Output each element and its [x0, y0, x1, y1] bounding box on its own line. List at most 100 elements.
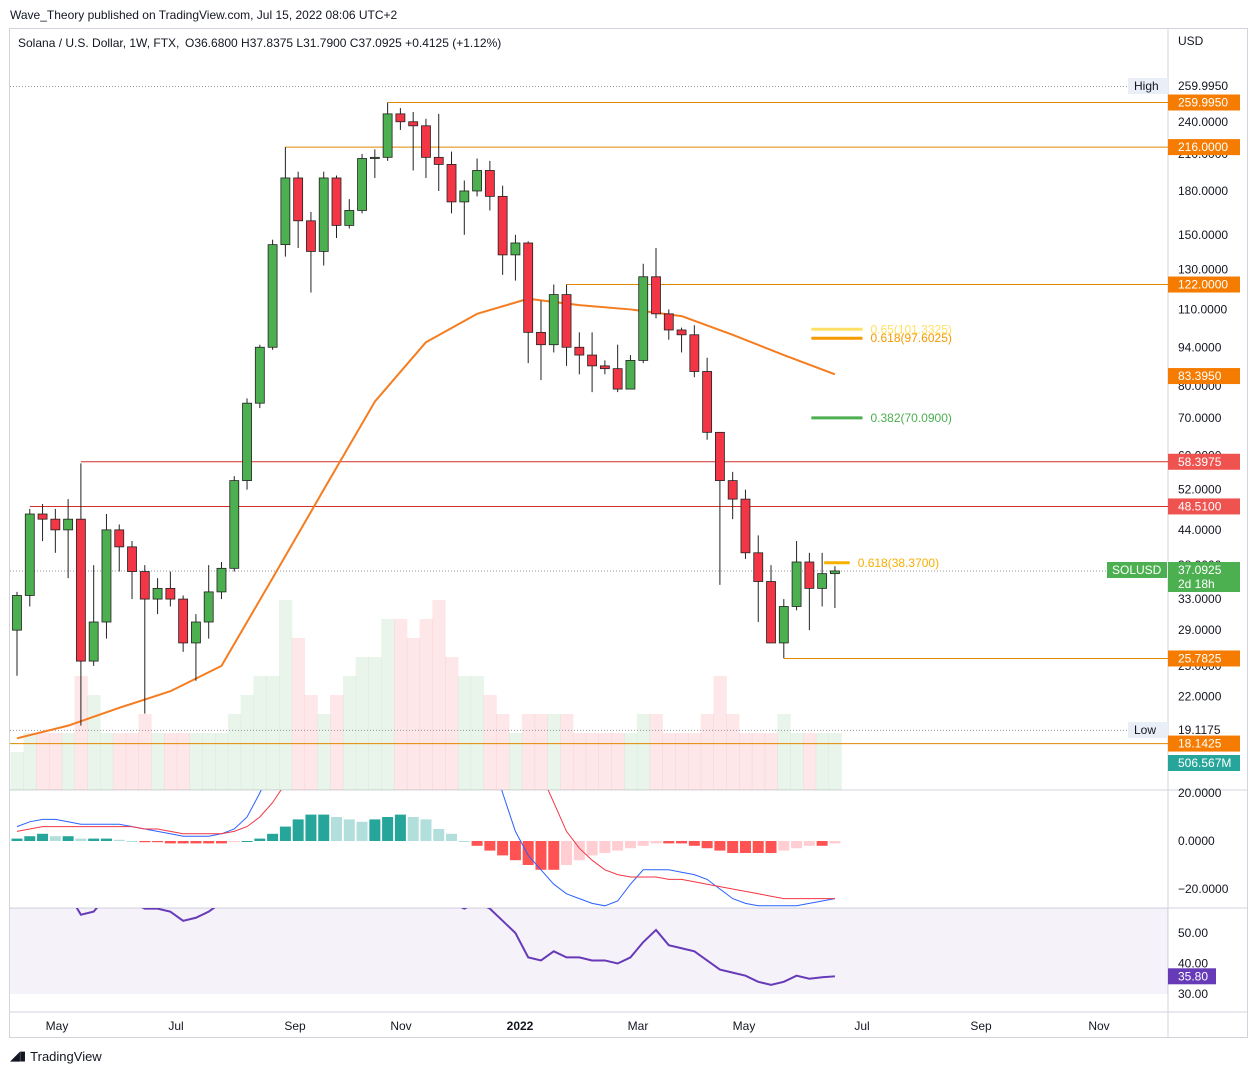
candle-body	[152, 587, 163, 600]
candle-body	[139, 571, 150, 600]
candle	[561, 284, 572, 366]
candle-body	[587, 354, 597, 367]
candle-body	[37, 513, 48, 520]
macd-signal-line	[16, 790, 835, 900]
macd-histogram-bar	[343, 819, 355, 841]
candle-body	[446, 164, 457, 203]
candle-body	[472, 170, 482, 192]
volume-bar	[48, 733, 63, 790]
macd-histogram-bar	[49, 836, 61, 841]
volume-bar	[675, 733, 689, 790]
volume-bar	[547, 714, 561, 790]
candle	[267, 239, 278, 350]
candle-body	[24, 513, 35, 596]
volume-bar	[138, 714, 152, 790]
macd-histogram-bar	[727, 841, 739, 853]
candle-body	[114, 529, 125, 548]
candle	[599, 360, 610, 375]
volume-bar	[112, 733, 127, 790]
volume-bar	[560, 714, 574, 790]
candle	[12, 591, 22, 676]
macd-histogram-bar	[152, 841, 164, 843]
macd-histogram-bar	[382, 817, 394, 841]
published-caption: Wave_Theory published on TradingView.com…	[10, 8, 398, 22]
candle-body	[306, 220, 316, 252]
brand-name: TradingView	[30, 1048, 102, 1064]
candle-body	[331, 177, 342, 226]
high-label-box	[1128, 78, 1168, 94]
candle-body	[459, 190, 470, 203]
candle-body	[727, 480, 738, 500]
macd-histogram-bar	[599, 841, 611, 853]
candle-body	[523, 242, 534, 333]
currency-label: USD	[1178, 34, 1204, 48]
candle	[727, 471, 738, 520]
time-tick-label: Jul	[168, 1019, 183, 1033]
candle	[484, 160, 495, 211]
time-tick-label: Sep	[284, 1019, 306, 1033]
high-label-text: High	[1134, 79, 1159, 93]
macd-histogram-bar	[37, 833, 49, 841]
macd-histogram-bar	[228, 841, 240, 843]
candle-body	[280, 177, 291, 246]
candle	[446, 151, 457, 214]
candle	[536, 300, 546, 381]
candle-body	[127, 546, 137, 572]
macd-histogram-bar	[791, 841, 803, 849]
candle	[191, 614, 201, 681]
level-tag-label: 216.0000	[1178, 140, 1228, 154]
fib-label: 0.618(97.6025)	[870, 331, 951, 345]
candle-body	[344, 210, 355, 226]
candle	[127, 541, 137, 600]
macd-histogram-bar	[829, 841, 841, 844]
volume-bar	[304, 695, 318, 790]
price-tick-label: 110.0000	[1178, 302, 1227, 316]
candle-body	[599, 365, 610, 370]
volume-bar	[790, 733, 804, 790]
rsi-line	[75, 908, 835, 986]
time-tick-label: Sep	[970, 1019, 992, 1033]
macd-histogram-bar	[11, 838, 23, 841]
candle	[50, 508, 61, 553]
price-tick-label: 22.0000	[1178, 690, 1222, 704]
price-tick-label: 130.0000	[1178, 262, 1228, 276]
candle-body	[638, 276, 649, 361]
macd-histogram-bar	[241, 841, 253, 842]
macd-histogram-bar	[139, 841, 151, 843]
volume-bar	[36, 733, 50, 790]
level-tag	[1168, 94, 1240, 111]
candle	[817, 552, 828, 607]
candle-body	[88, 621, 99, 662]
macd-histogram-bar	[535, 841, 547, 870]
price-tick-label: 94.0000	[1178, 340, 1222, 354]
fib-label: 0.65(101.3325)	[870, 322, 951, 336]
candle-body	[651, 276, 661, 315]
candle	[101, 514, 112, 639]
volume-bar	[330, 695, 344, 790]
candle	[331, 175, 342, 239]
candle	[523, 241, 534, 364]
candle-body	[561, 294, 572, 348]
rsi-tag-label: 35.80	[1178, 969, 1208, 983]
candle-body	[433, 156, 444, 165]
volume-bar	[215, 733, 229, 790]
rsi-band	[10, 908, 1168, 994]
volume-bar	[649, 714, 663, 790]
candle	[152, 578, 163, 615]
rsi-tick-label: 40.00	[1178, 957, 1208, 971]
volume-bar	[240, 695, 254, 790]
level-tag-label: 18.1425	[1178, 737, 1222, 751]
volume-bar	[636, 714, 651, 790]
rsi-pane	[75, 908, 835, 986]
price-tick-label: 44.0000	[1178, 523, 1222, 537]
candle-body	[484, 170, 495, 197]
price-tick-label: 29.0000	[1178, 623, 1222, 637]
macd-histogram-bar	[190, 841, 202, 844]
macd-histogram-bar	[816, 841, 828, 846]
macd-tick-label: 20.0000	[1178, 786, 1222, 800]
candle	[689, 325, 700, 378]
brand-footer[interactable]: ◢▮ TradingView	[10, 1048, 102, 1064]
macd-histogram-bar	[803, 841, 815, 846]
volume-bar	[624, 733, 638, 790]
